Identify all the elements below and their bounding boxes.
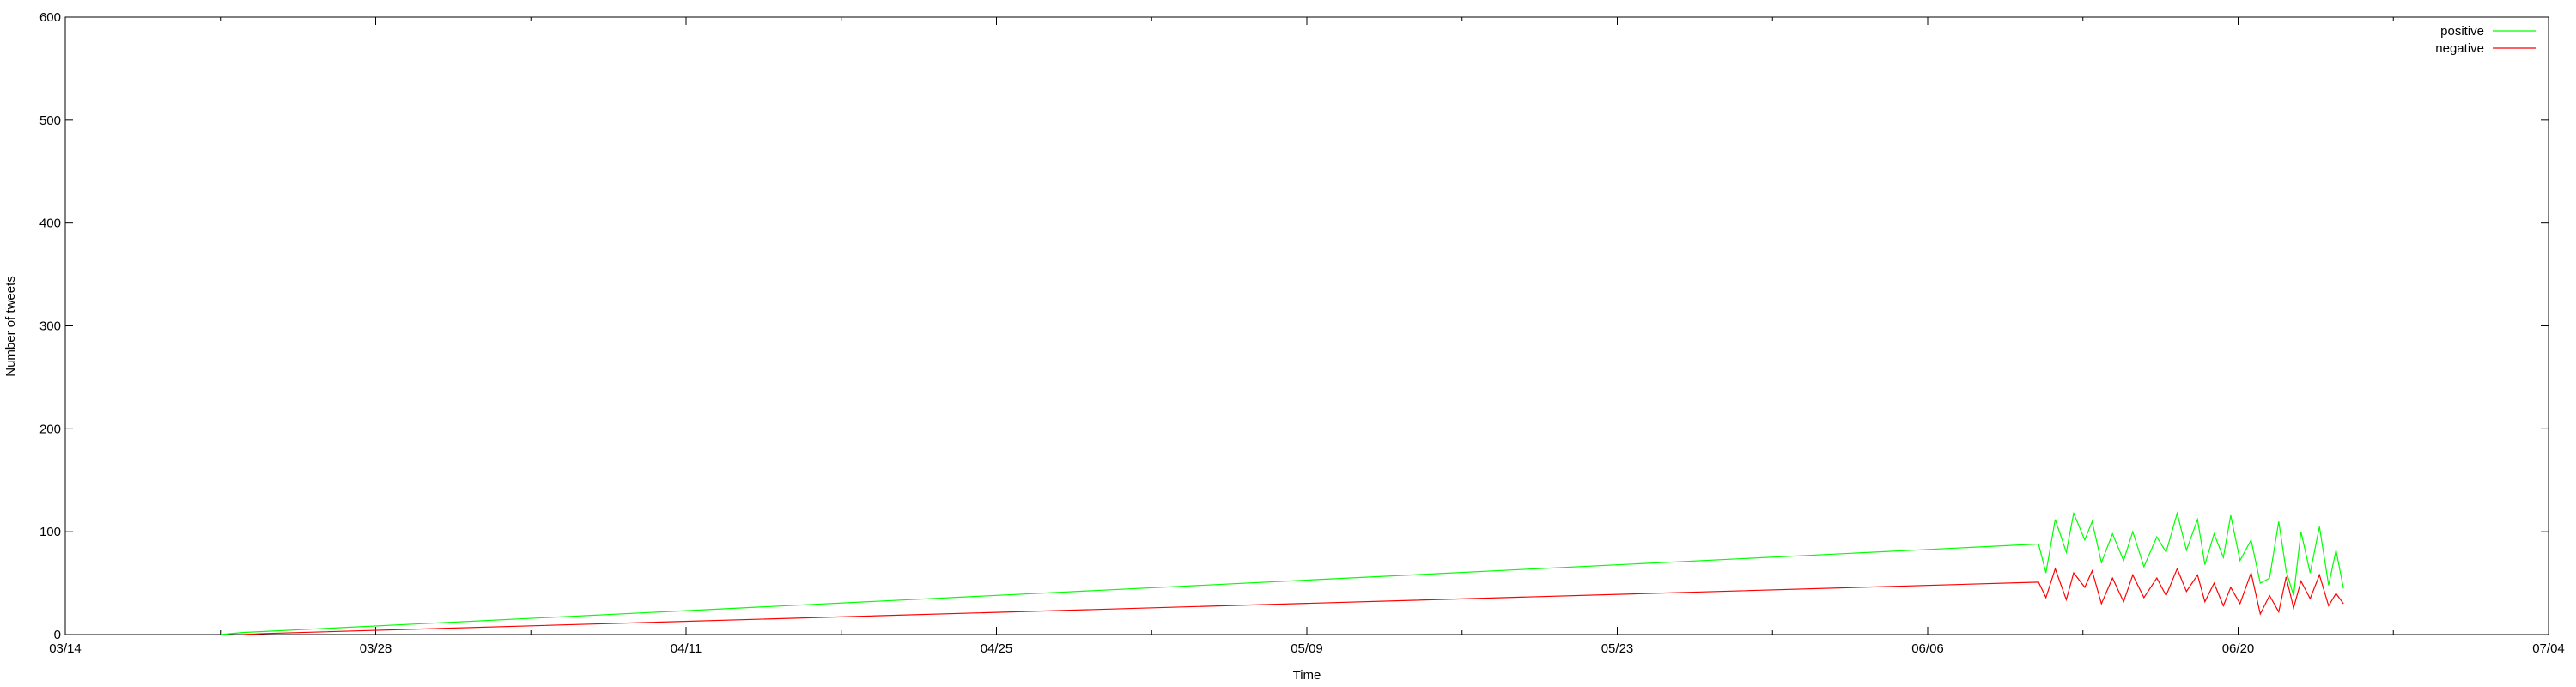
y-tick-label: 200: [39, 422, 61, 436]
y-axis-title: Number of tweets: [3, 276, 18, 377]
x-tick-label: 03/28: [360, 641, 392, 656]
x-tick-label: 04/25: [981, 641, 1013, 656]
x-tick-label: 05/23: [1601, 641, 1634, 656]
y-tick-label: 400: [39, 216, 61, 231]
x-tick-label: 07/04: [2532, 641, 2565, 656]
x-axis: 03/14 03/28 04/11 04/25 05/09 05/23 06/06 06/20…: [49, 17, 2565, 656]
x-tick-label: 05/09: [1291, 641, 1323, 656]
x-tick-label: 04/11: [671, 641, 702, 656]
x-tick-label: 06/06: [1911, 641, 1944, 656]
y-tick-label: 600: [39, 10, 61, 25]
series-line-negative: [242, 567, 2344, 635]
x-tick-label: 06/20: [2222, 641, 2255, 656]
y-tick-label: 500: [39, 113, 61, 128]
x-tick-label: 03/14: [49, 641, 82, 656]
legend: positive negative: [2435, 24, 2536, 56]
legend-label-positive: positive: [2440, 24, 2484, 39]
y-tick-label: 300: [39, 319, 61, 334]
x-axis-title: Time: [1293, 668, 1321, 683]
y-tick-label: 100: [39, 525, 61, 539]
y-axis: 0 100 200 300 400 500 600: [39, 10, 2549, 642]
legend-label-negative: negative: [2435, 41, 2484, 56]
y-tick-label: 0: [54, 628, 61, 642]
series-lines: [220, 511, 2344, 635]
series-line-positive: [220, 511, 2344, 635]
plot-frame: [64, 16, 2549, 635]
